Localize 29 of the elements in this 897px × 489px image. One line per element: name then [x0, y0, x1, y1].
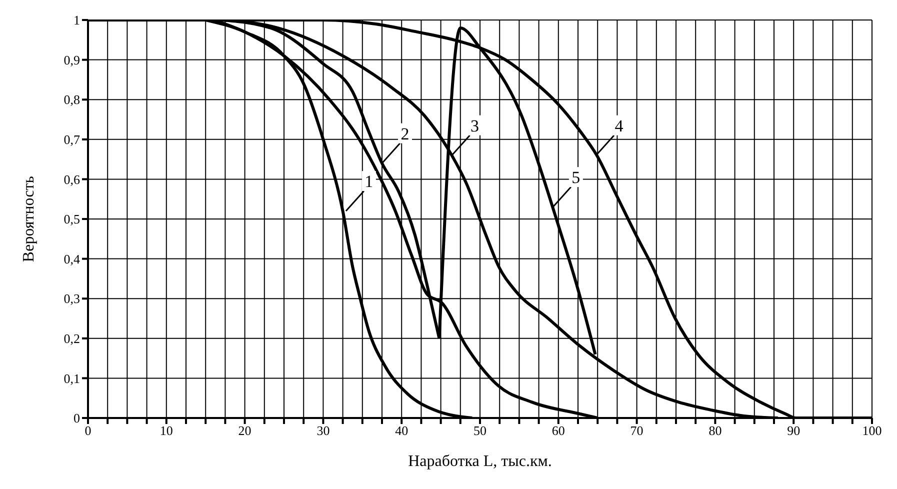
annotation: 3 [470, 116, 480, 136]
y-tick-label: 0,3 [64, 291, 80, 306]
x-tick-label: 30 [316, 423, 330, 438]
y-tick-label: 0,1 [64, 370, 80, 386]
y-tick-label: 0,4 [64, 251, 80, 266]
x-tick-label: 50 [474, 423, 486, 438]
x-tick-label: 100 [862, 423, 882, 438]
x-tick-label: 20 [238, 423, 252, 438]
y-tick-label: 0,9 [64, 52, 80, 68]
x-tick-label: 60 [552, 423, 565, 438]
x-tick-label: 10 [160, 423, 173, 438]
x-tick-label: 90 [787, 423, 800, 438]
y-tick-label: 0,7 [64, 132, 80, 148]
y-tick-label: 1 [74, 12, 80, 28]
annotation: 2 [400, 124, 410, 144]
x-tick-label: 80 [708, 423, 722, 438]
x-axis-title: Наработка L, тыс.км. [408, 453, 552, 470]
y-axis-title: Вероятность [20, 176, 38, 262]
x-tick-label: 40 [395, 423, 408, 438]
annotation: 4 [614, 116, 624, 136]
x-tick-label: 0 [84, 423, 92, 438]
x-tick-label: 70 [630, 423, 644, 438]
y-tick-label: 0,5 [64, 212, 80, 227]
y-tick-label: 0,2 [64, 331, 80, 346]
y-tick-label: 0,6 [64, 172, 80, 187]
y-tick-label: 0,8 [64, 92, 80, 108]
annotation: 5 [572, 168, 580, 188]
annotation: 1 [364, 172, 374, 192]
y-tick-label: 0 [74, 410, 80, 426]
